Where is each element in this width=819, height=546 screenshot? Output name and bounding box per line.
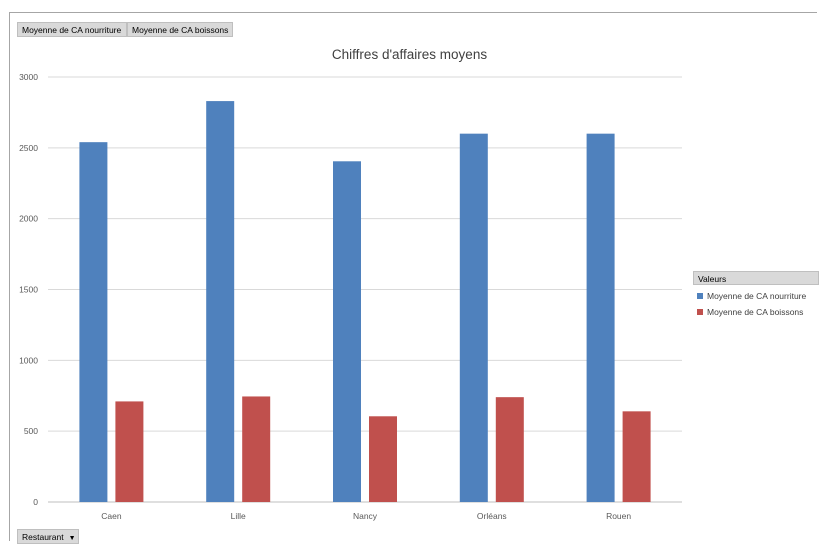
legend-header[interactable]: Valeurs xyxy=(693,271,819,285)
bar-drinks[interactable] xyxy=(622,411,651,502)
value-field-button-food[interactable]: Moyenne de CA nourriture xyxy=(17,22,127,37)
y-tick-label: 3000 xyxy=(19,72,38,82)
x-tick-label: Orléans xyxy=(477,511,507,521)
dropdown-arrow-icon: ▼ xyxy=(68,535,76,542)
y-tick-label: 0 xyxy=(33,497,38,507)
chart-frame xyxy=(9,12,817,541)
x-tick-label: Lille xyxy=(231,511,246,521)
y-tick-label: 500 xyxy=(24,426,38,436)
bar-food[interactable] xyxy=(586,133,615,502)
legend-item-drinks: Moyenne de CA boissons xyxy=(697,307,819,317)
axis-field-button-restaurant[interactable]: Restaurant ▼ xyxy=(17,529,79,544)
bar-food[interactable] xyxy=(459,133,488,502)
y-tick-label: 2000 xyxy=(19,214,38,224)
legend: Valeurs Moyenne de CA nourriture Moyenne… xyxy=(693,271,819,317)
x-tick-label: Nancy xyxy=(353,511,378,521)
legend-label-food: Moyenne de CA nourriture xyxy=(707,291,807,301)
legend-swatch-drinks xyxy=(697,309,703,315)
bar-drinks[interactable] xyxy=(369,416,397,502)
x-tick-label: Rouen xyxy=(606,511,631,521)
value-field-button-drinks[interactable]: Moyenne de CA boissons xyxy=(127,22,233,37)
legend-label-drinks: Moyenne de CA boissons xyxy=(707,307,804,317)
y-tick-label: 2500 xyxy=(19,143,38,153)
y-tick-label: 1000 xyxy=(19,355,38,365)
bar-food[interactable] xyxy=(206,101,235,502)
legend-item-food: Moyenne de CA nourriture xyxy=(697,291,819,301)
legend-swatch-food xyxy=(697,293,703,299)
bar-drinks[interactable] xyxy=(495,397,524,502)
x-tick-label: Caen xyxy=(101,511,122,521)
y-tick-label: 1500 xyxy=(19,285,38,295)
bar-food[interactable] xyxy=(333,161,361,502)
bar-drinks[interactable] xyxy=(242,396,271,502)
chart-title: Chiffres d'affaires moyens xyxy=(331,47,488,62)
axis-field-label: Restaurant xyxy=(22,532,64,542)
bar-drinks[interactable] xyxy=(115,401,144,502)
bar-food[interactable] xyxy=(79,142,108,502)
